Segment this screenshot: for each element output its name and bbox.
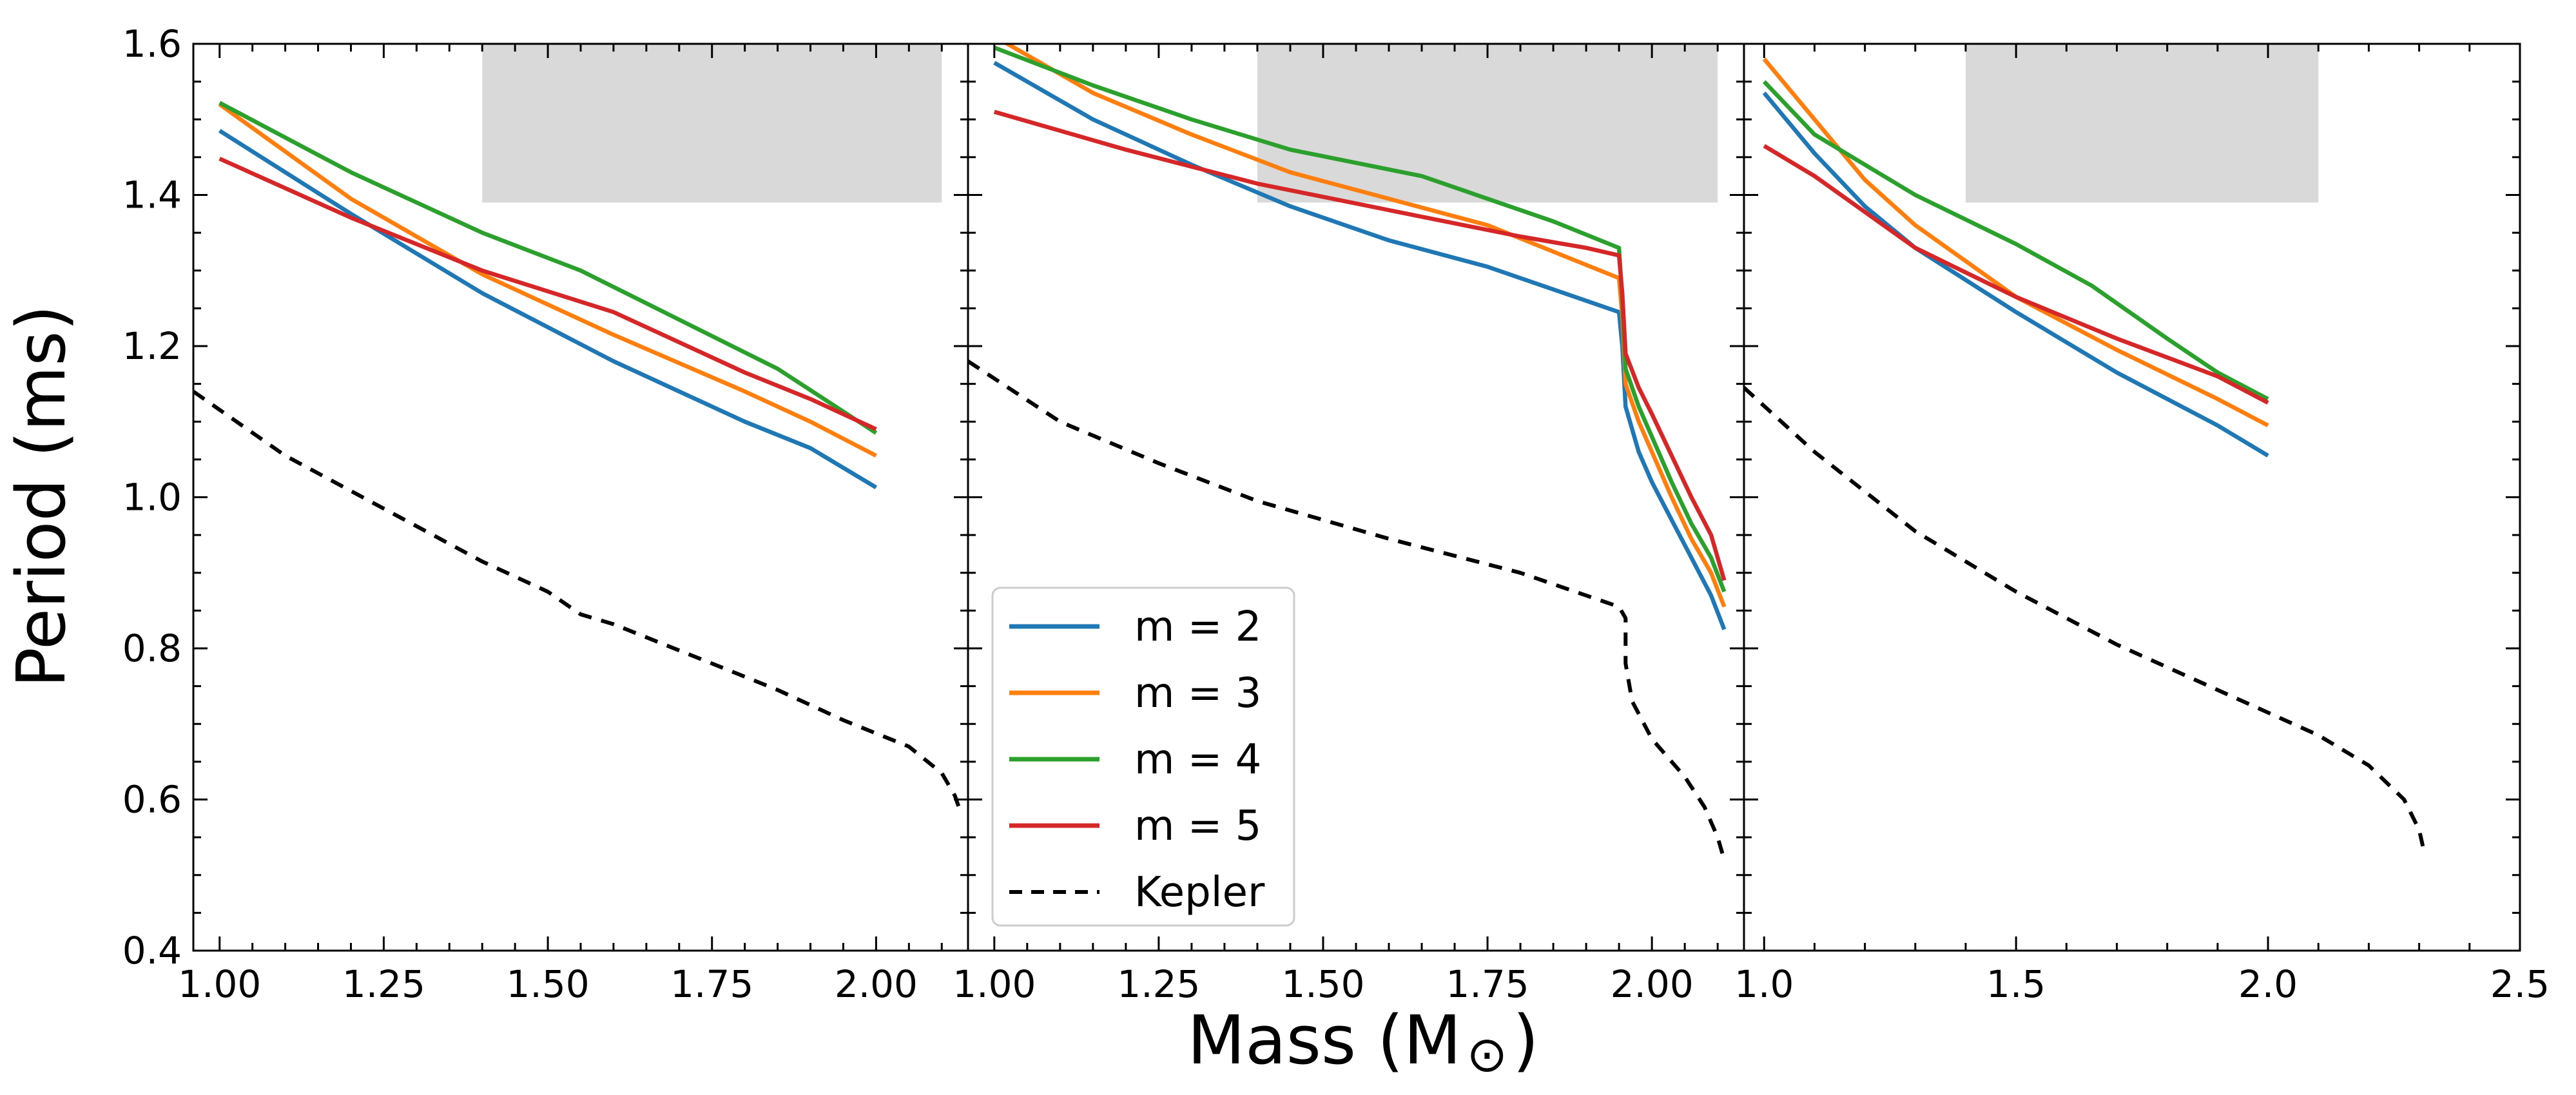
x-tick-label: 1.50 <box>1281 962 1364 1006</box>
shaded-region <box>1966 44 2319 203</box>
series-line-m4 <box>218 101 878 435</box>
x-tick-label: 1.75 <box>1446 962 1529 1006</box>
legend-label: m = 3 <box>1134 670 1261 717</box>
x-axis-title-prefix: Mass (M <box>1187 1001 1461 1080</box>
panels: 0.4 0.6 0.8 1.0 1.2 1.4 1.6 1.00 1.25 1.50 1.75 2.0… <box>122 22 2550 1006</box>
y-tick-label: 0.8 <box>122 626 182 670</box>
series-line-m2 <box>218 129 878 490</box>
series-line-kepler <box>193 389 964 815</box>
legend-entries: m = 2 m = 3 m = 4 m = 5 Kepler <box>1009 603 1265 916</box>
legend-frame <box>991 586 1295 927</box>
x-tick-label: 2.00 <box>835 962 918 1006</box>
y-tick-label: 0.4 <box>122 929 182 973</box>
x-tick-label: 2.5 <box>2490 962 2550 1006</box>
x-tick-label: 1.0 <box>1734 962 1794 1006</box>
series-line-m5 <box>1763 144 2269 405</box>
legend-label: m = 4 <box>1134 736 1261 784</box>
series-group <box>1744 57 2426 853</box>
series-line-m3 <box>218 102 877 458</box>
legend-label: Kepler <box>1134 869 1265 916</box>
series-line-m2 <box>1762 92 2269 458</box>
y-tick-label: 1.4 <box>122 173 182 217</box>
series-group <box>193 101 964 815</box>
legend-label: m = 2 <box>1134 603 1261 651</box>
y-axis-title: Period (ms) <box>2 305 81 688</box>
x-tick-label: 1.00 <box>953 962 1036 1006</box>
panel-middle: 1.00 1.25 1.50 1.75 2.00 <box>953 43 1745 1006</box>
x-tick-label: 1.25 <box>1117 962 1200 1006</box>
x-axis-title-symbol: ⊙ <box>1466 1025 1507 1083</box>
x-tick-label: 2.00 <box>1611 962 1694 1006</box>
panel-left: 0.4 0.6 0.8 1.0 1.2 1.4 1.6 1.00 1.25 1.50 1.75 2.0… <box>122 22 969 1006</box>
x-tick-label: 2.0 <box>2238 962 2298 1006</box>
x-tick-label: 1.75 <box>670 962 753 1006</box>
y-tick-label: 1.6 <box>122 22 182 66</box>
series-line-kepler <box>1744 386 2426 853</box>
series-line-kepler <box>968 359 1727 861</box>
series-line-m4 <box>1762 80 2269 401</box>
y-tick-label: 0.6 <box>122 778 182 822</box>
series-line-m3 <box>1762 57 2269 427</box>
y-tick-label: 1.0 <box>122 476 182 519</box>
x-tick-label: 1.25 <box>342 962 425 1006</box>
series-group <box>968 44 1727 861</box>
legend: m = 2 m = 3 m = 4 m = 5 Kepler <box>991 586 1295 927</box>
series-line-m5 <box>218 157 877 431</box>
x-axis-title: Mass (M ⊙) <box>1187 1001 1538 1083</box>
panel-right: 1.0 1.5 2.0 2.5 <box>1734 43 2550 1006</box>
series-line-m2 <box>993 61 1727 630</box>
legend-label: m = 5 <box>1134 802 1261 850</box>
shaded-region <box>1257 44 1718 203</box>
series-line-m5 <box>993 110 1727 581</box>
y-tick-label: 1.2 <box>122 324 182 368</box>
x-tick-label: 1.00 <box>178 962 261 1006</box>
x-axis-title-suffix: ) <box>1513 1001 1539 1080</box>
x-tick-label: 1.5 <box>1986 962 2046 1006</box>
x-tick-label: 1.50 <box>506 962 589 1006</box>
shaded-region <box>482 44 942 203</box>
